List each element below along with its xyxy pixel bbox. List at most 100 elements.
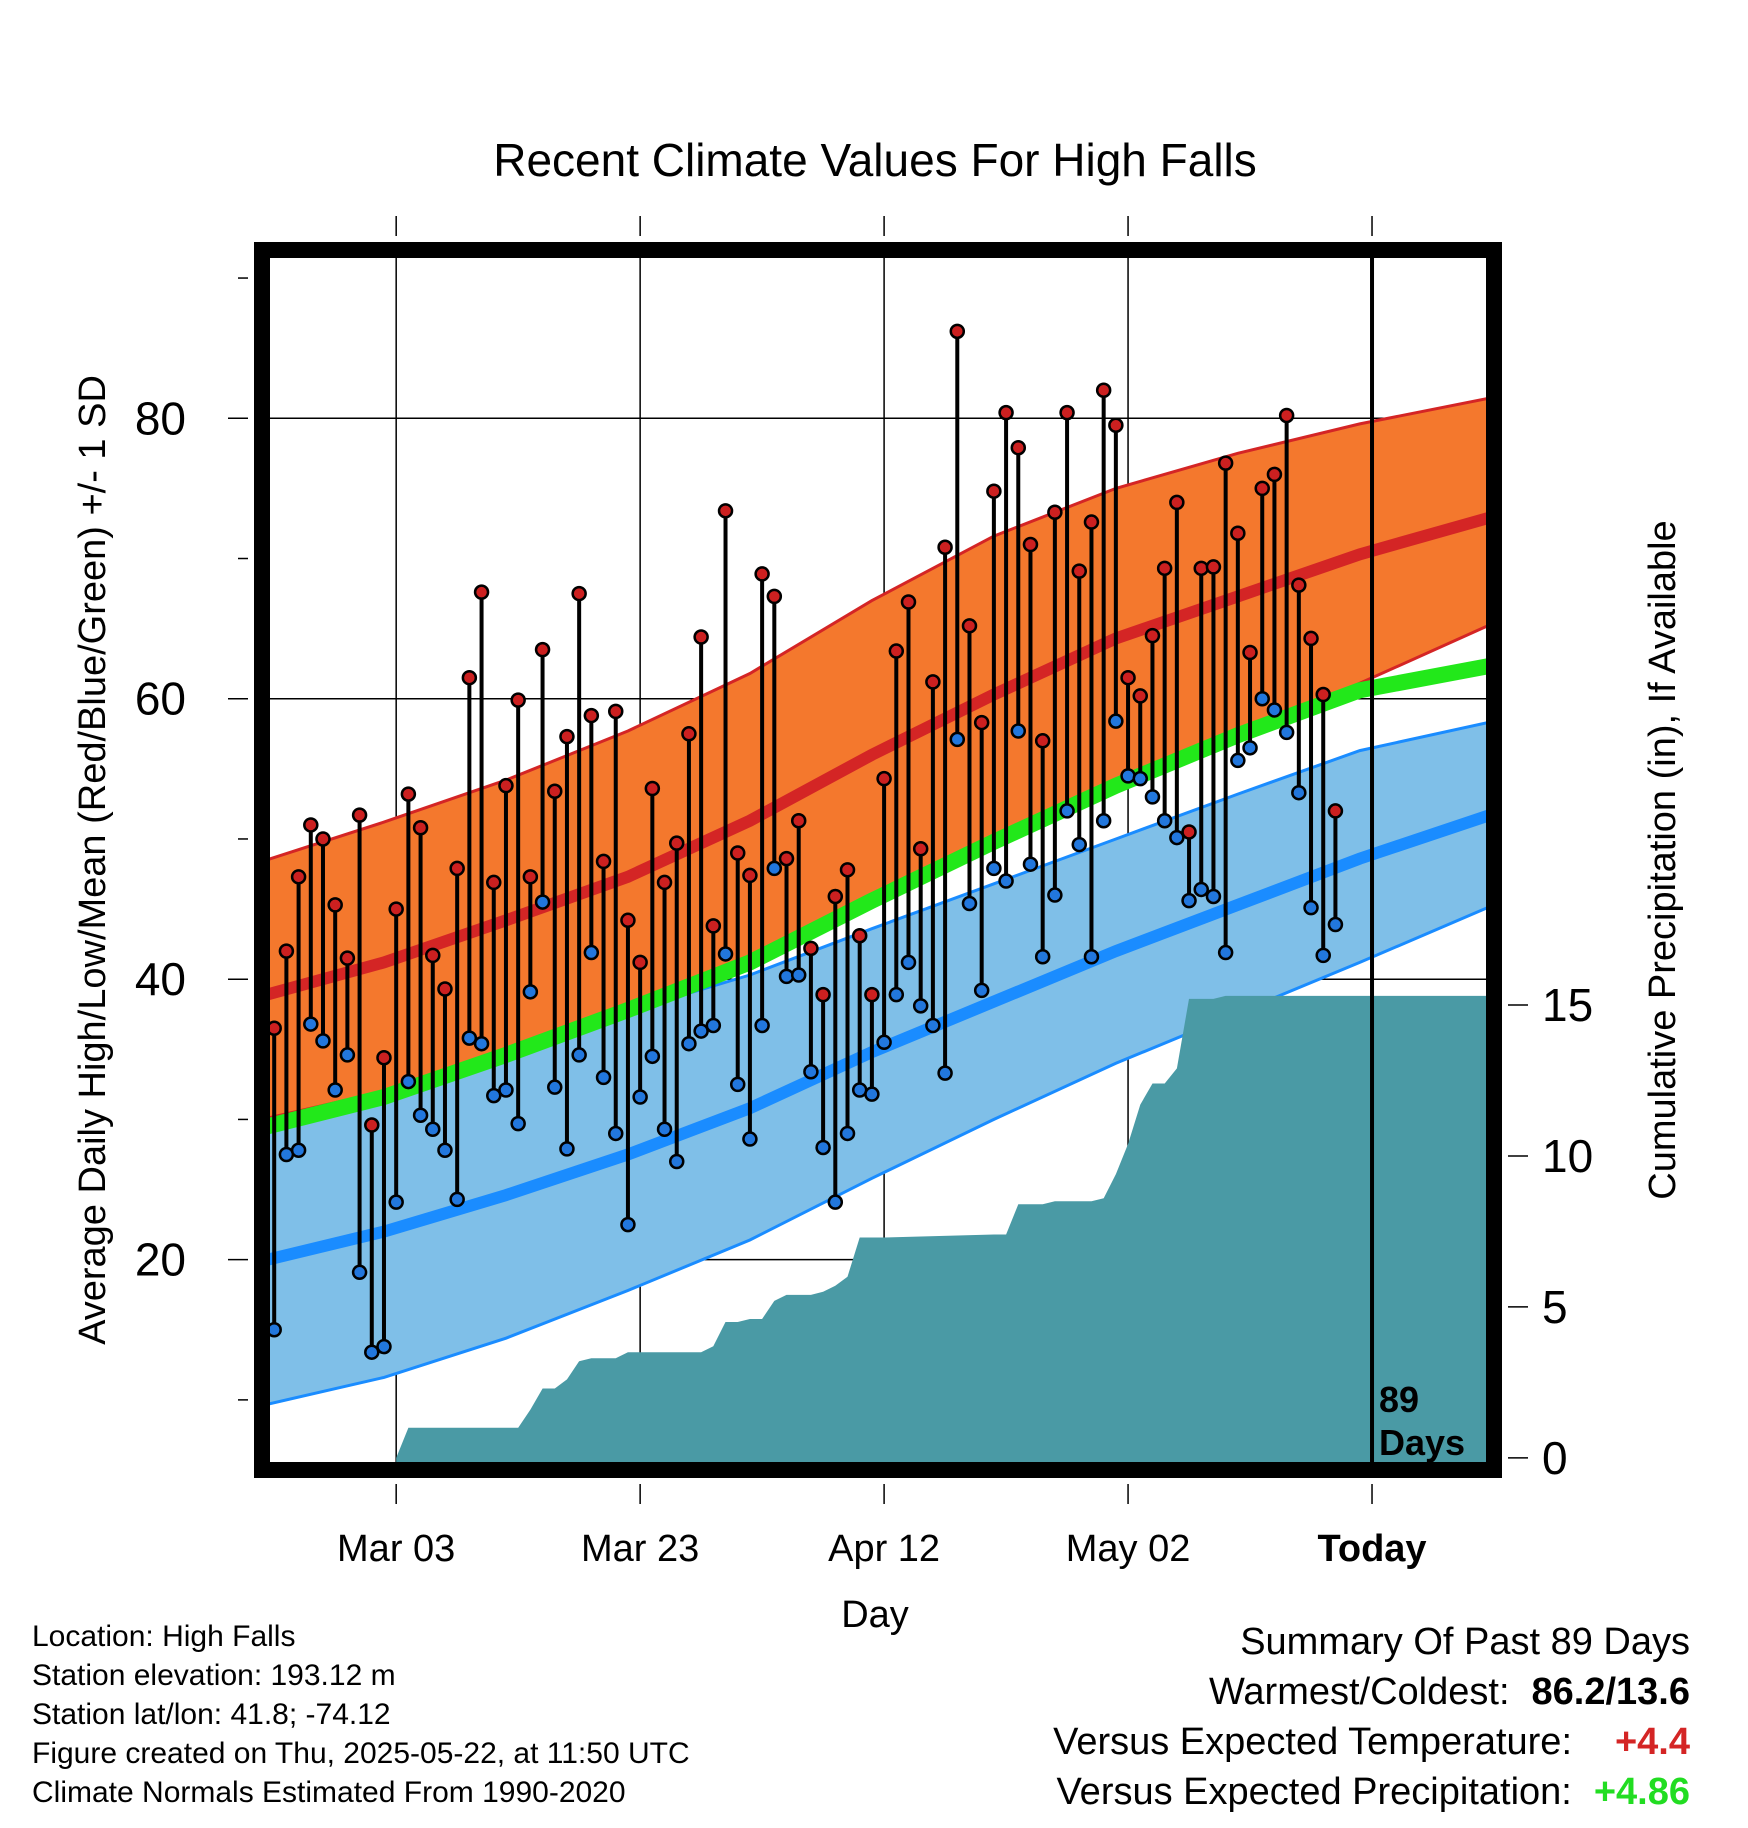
low-point xyxy=(656,1121,673,1137)
low-point xyxy=(1315,947,1331,964)
low-point xyxy=(1059,803,1075,819)
high-upper-edge xyxy=(262,395,1494,863)
y2-tick-label: 5 xyxy=(1542,1281,1568,1333)
low-point xyxy=(1083,949,1100,965)
low-point xyxy=(607,1125,624,1142)
high-point xyxy=(693,629,709,645)
low-point xyxy=(522,984,539,1000)
high-point xyxy=(1022,536,1039,553)
high-point xyxy=(1193,560,1209,577)
high-point xyxy=(778,850,795,867)
low-point xyxy=(937,1065,953,1081)
high-point xyxy=(1071,563,1088,579)
high-point xyxy=(607,703,624,720)
temp-value: +4.4 xyxy=(1614,1721,1690,1763)
low-point xyxy=(693,1023,709,1039)
x-tick-label: Mar 03 xyxy=(337,1528,455,1570)
high-point xyxy=(1327,803,1344,819)
low-point xyxy=(1034,949,1051,965)
low-point xyxy=(754,1017,770,1034)
low-point xyxy=(1095,812,1112,829)
high-point xyxy=(1034,733,1051,749)
warmest-coldest-value: 86.2/13.6 xyxy=(1531,1671,1690,1713)
high-point xyxy=(961,618,978,634)
high-point xyxy=(729,845,746,861)
low-point xyxy=(681,1035,697,1052)
high-point xyxy=(1278,407,1295,424)
high-point xyxy=(376,1049,392,1066)
warmest-coldest-label: Warmest/Coldest: xyxy=(1208,1671,1510,1713)
high-point xyxy=(400,786,417,802)
low-point xyxy=(668,1153,685,1170)
high-point xyxy=(1341,0,1354,7)
low-point xyxy=(1156,812,1173,829)
low-point xyxy=(498,1082,514,1098)
high-point xyxy=(839,862,856,878)
low-point xyxy=(961,895,978,912)
latlon-text: Station lat/lon: 41.8; -74.12 xyxy=(32,1698,391,1731)
high-point xyxy=(937,539,953,556)
high-point xyxy=(1266,466,1283,483)
high-point xyxy=(486,874,502,891)
high-point xyxy=(522,869,539,885)
low-point xyxy=(620,1216,636,1233)
low-point xyxy=(1291,784,1307,801)
low-point xyxy=(632,1089,648,1105)
high-point xyxy=(1156,560,1173,577)
y-tick-label: 20 xyxy=(135,1234,186,1286)
high-point xyxy=(925,674,941,690)
high-point xyxy=(437,981,453,997)
low-point xyxy=(1278,724,1295,741)
high-point xyxy=(534,641,551,658)
high-point xyxy=(1169,494,1185,511)
high-point xyxy=(851,927,868,944)
high-point xyxy=(339,950,356,966)
low-point xyxy=(461,1030,478,1046)
today-days-unit: Days xyxy=(1379,1422,1465,1463)
low-point xyxy=(425,1121,441,1137)
high-point xyxy=(668,835,685,851)
low-point xyxy=(900,954,917,971)
high-point xyxy=(949,323,966,340)
y2-tick-label: 15 xyxy=(1542,979,1593,1031)
low-point xyxy=(803,1063,819,1080)
high-point xyxy=(766,588,783,605)
high-point xyxy=(1254,480,1270,497)
low-point xyxy=(1341,0,1354,7)
low-point xyxy=(888,986,905,1003)
high-point xyxy=(973,714,990,731)
low-point xyxy=(327,1082,343,1098)
high-point xyxy=(510,692,526,708)
low-point xyxy=(303,1016,319,1032)
high-point xyxy=(1303,630,1319,647)
high-point xyxy=(864,986,880,1003)
high-point xyxy=(803,940,819,957)
temp-row: Versus Expected Temperature: +4.4 xyxy=(1053,1717,1690,1767)
high-point xyxy=(1108,417,1124,434)
low-point xyxy=(925,1017,941,1034)
summary-title: Summary Of Past 89 Days xyxy=(1240,1621,1690,1663)
chart-title: Recent Climate Values For High Falls xyxy=(493,134,1257,186)
low-point xyxy=(778,968,795,985)
low-point xyxy=(388,1194,404,1210)
low-point xyxy=(400,1073,417,1090)
high-point xyxy=(559,728,575,745)
high-point xyxy=(900,594,917,610)
low-point xyxy=(473,1035,490,1052)
high-point xyxy=(1120,669,1136,686)
high-point xyxy=(656,874,673,891)
high-point xyxy=(888,643,905,659)
warmest-coldest-row: Warmest/Coldest: 86.2/13.6 xyxy=(1053,1667,1690,1717)
low-point xyxy=(1266,702,1283,718)
low-point xyxy=(510,1115,526,1132)
y-tick-label: 80 xyxy=(135,392,186,444)
high-point xyxy=(681,726,697,742)
low-point xyxy=(1144,789,1161,805)
low-point xyxy=(1242,740,1258,756)
elevation-text: Station elevation: 193.12 m xyxy=(32,1659,396,1692)
high-point xyxy=(547,783,563,800)
high-point xyxy=(1095,382,1112,398)
low-point xyxy=(973,982,990,999)
high-point xyxy=(1205,559,1222,575)
low-point xyxy=(1010,723,1027,739)
